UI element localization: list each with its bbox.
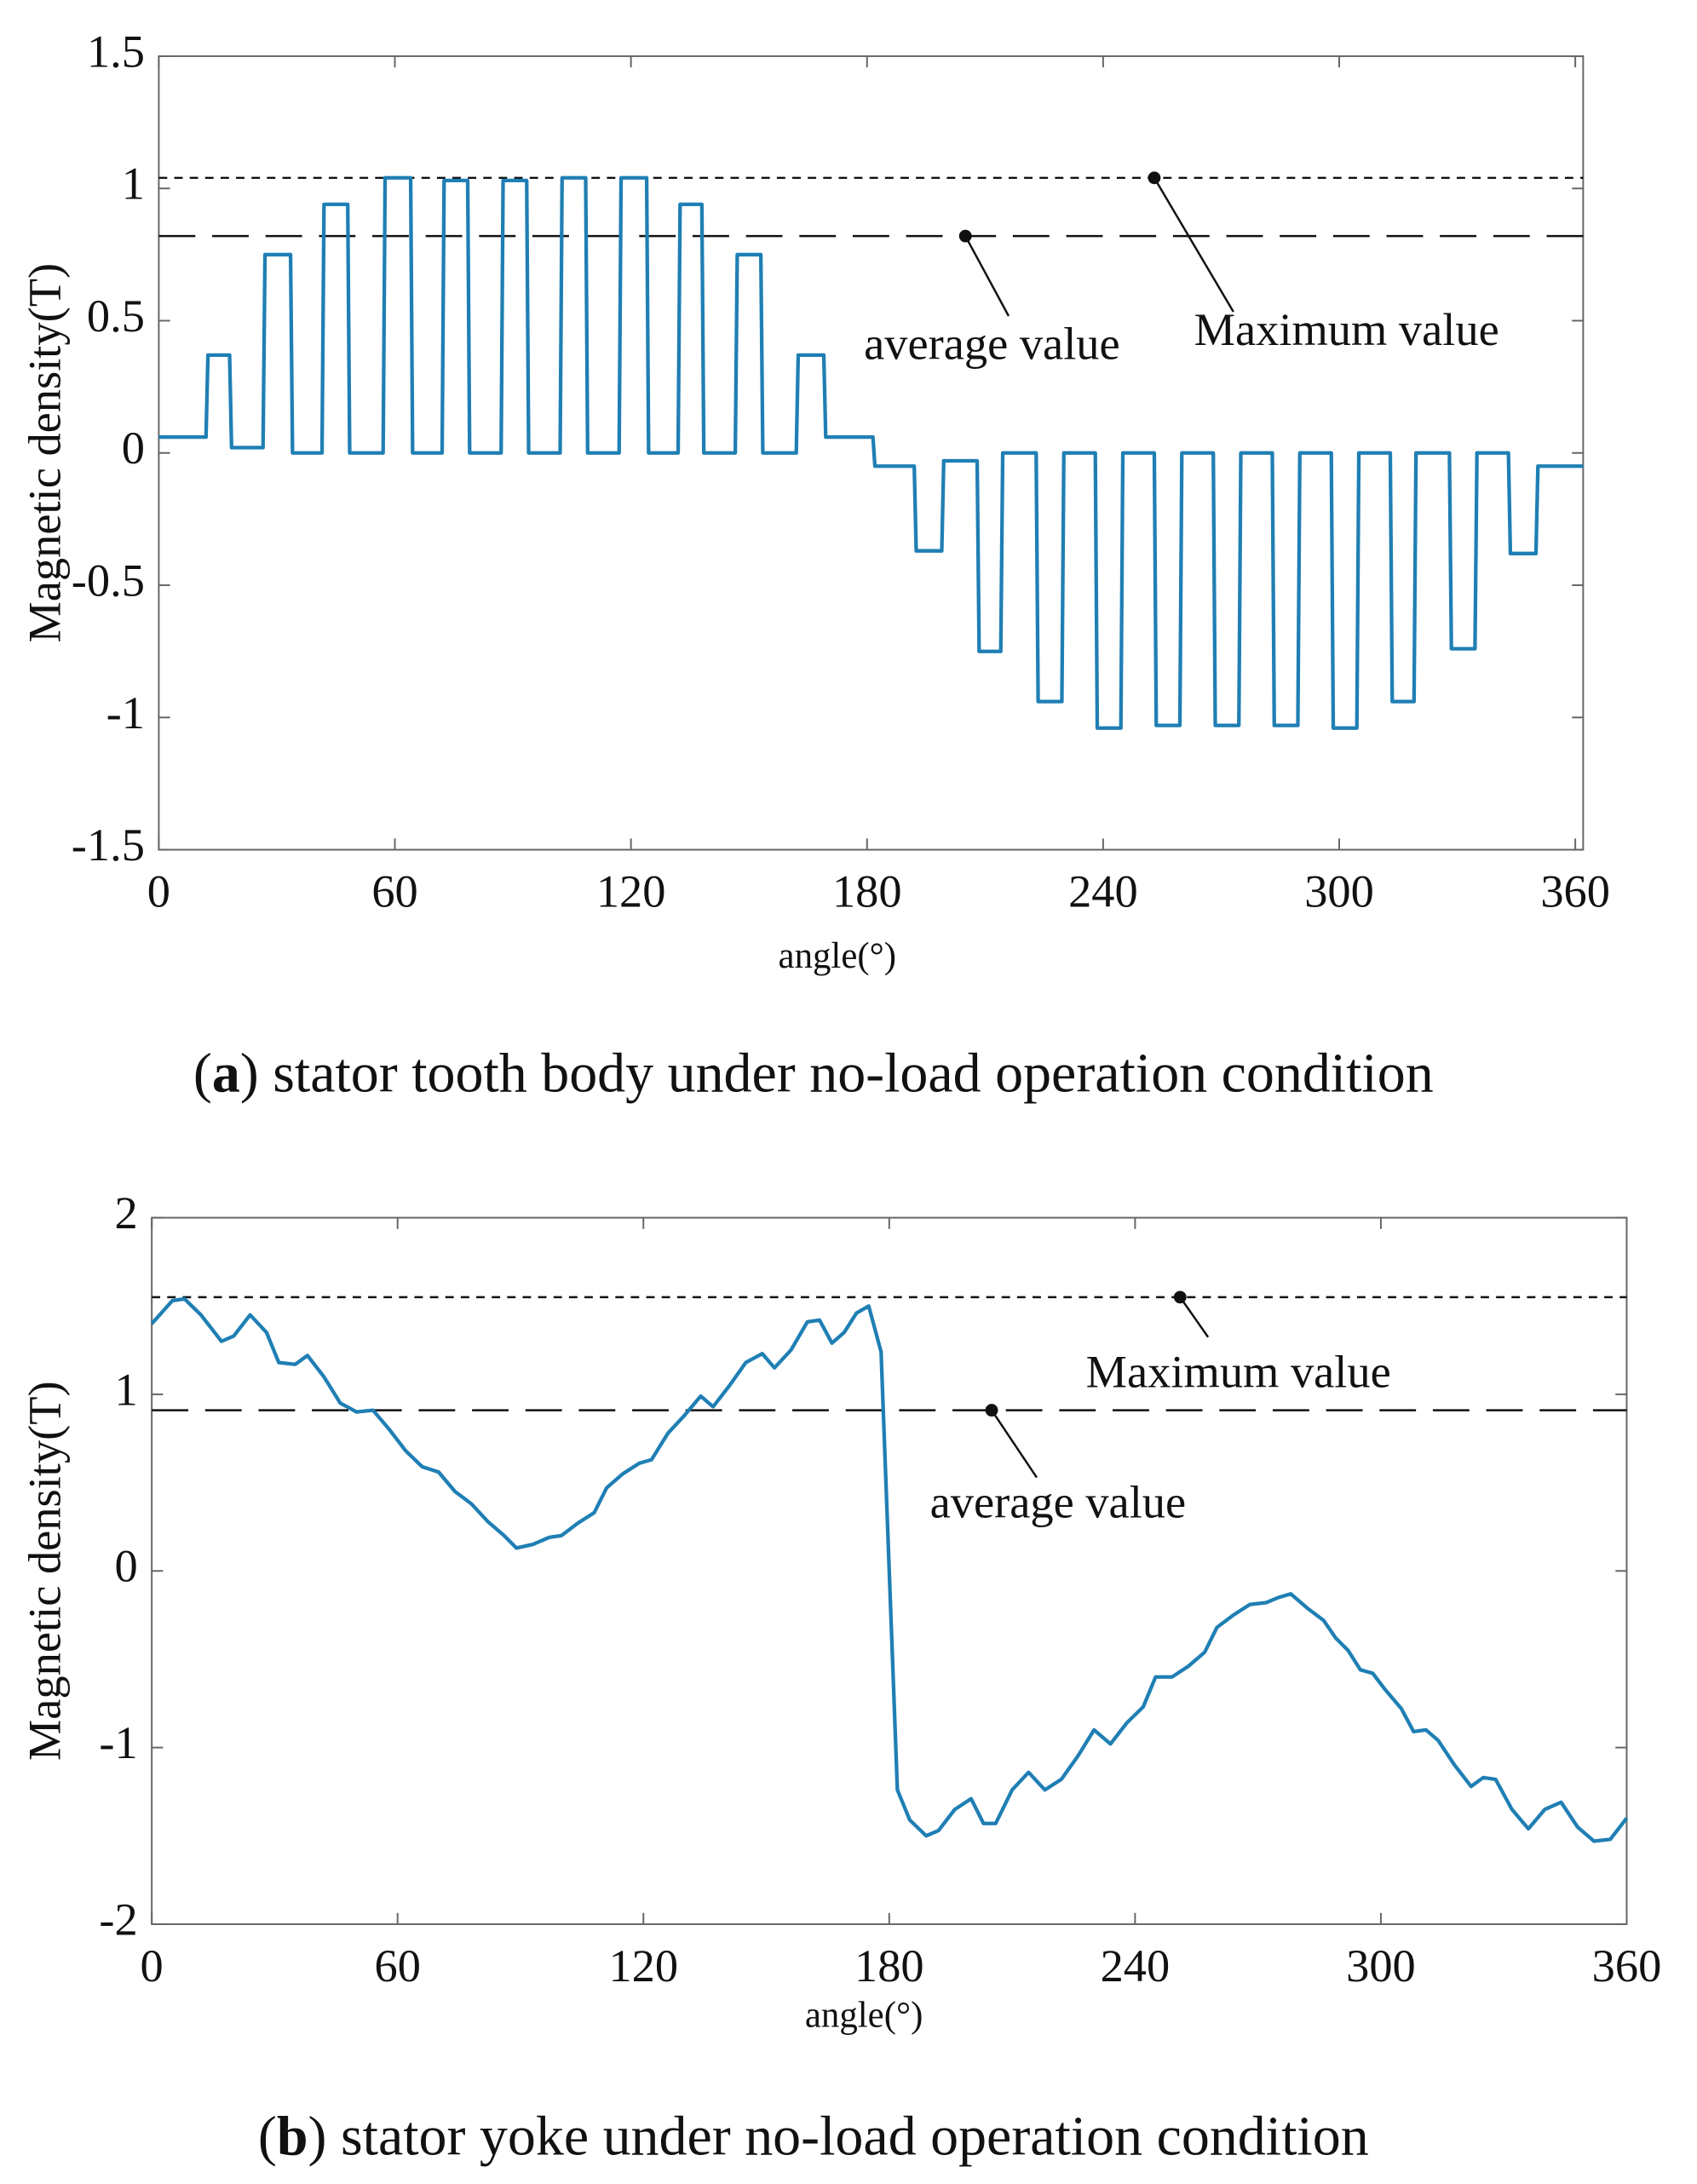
annotation-text: Maximum value bbox=[1194, 304, 1499, 355]
caption-part: ) stator tooth body under no-load operat… bbox=[240, 1042, 1434, 1104]
annotation-pointer bbox=[1153, 177, 1234, 313]
x-tick-label: 240 bbox=[1068, 865, 1138, 917]
data-line bbox=[158, 175, 1584, 730]
y-tick-label: -1 bbox=[99, 1717, 137, 1768]
x-axis-label: angle(°) bbox=[779, 936, 897, 976]
annotation-text: Maximum value bbox=[1086, 1346, 1391, 1397]
x-tick-label: 300 bbox=[1304, 865, 1374, 917]
x-tick-label: 0 bbox=[147, 865, 170, 917]
caption-part: ( bbox=[258, 2106, 277, 2168]
y-tick-label: -1 bbox=[106, 687, 145, 739]
y-axis-label: Magnetic density(T) bbox=[19, 263, 70, 643]
y-tick-label: -0.5 bbox=[72, 555, 145, 606]
x-tick-label: 240 bbox=[1101, 1940, 1171, 1991]
x-tick-label: 300 bbox=[1346, 1940, 1416, 1991]
data-line bbox=[150, 1296, 1629, 1843]
y-tick-label: 1 bbox=[122, 158, 145, 210]
x-tick-label: 0 bbox=[141, 1940, 164, 1991]
x-tick-label: 180 bbox=[832, 865, 902, 917]
annotation-text: average value bbox=[930, 1477, 1187, 1528]
annotation-text: average value bbox=[864, 318, 1120, 369]
annotation-pointer bbox=[964, 235, 1010, 317]
x-tick-label: 60 bbox=[371, 865, 417, 917]
caption-part: b bbox=[277, 2106, 308, 2168]
x-tick-label: 120 bbox=[596, 865, 666, 917]
x-tick-label: 360 bbox=[1540, 865, 1610, 917]
caption-part: ( bbox=[193, 1042, 212, 1104]
y-tick-label: 1 bbox=[114, 1364, 137, 1415]
caption: (a) stator tooth body under no-load oper… bbox=[193, 1042, 1434, 1104]
y-tick-label: -1.5 bbox=[72, 819, 145, 871]
x-tick-label: 120 bbox=[608, 1940, 678, 1991]
y-tick-label: 0.5 bbox=[87, 290, 145, 342]
y-tick-label: 2 bbox=[114, 1187, 137, 1239]
y-tick-label: 1.5 bbox=[87, 26, 145, 77]
caption: (b) stator yoke under no-load operation … bbox=[258, 2106, 1369, 2168]
x-axis-label: angle(°) bbox=[805, 1995, 923, 2035]
x-tick-label: 60 bbox=[375, 1940, 421, 1991]
x-tick-label: 360 bbox=[1592, 1940, 1662, 1991]
y-axis-label: Magnetic density(T) bbox=[19, 1381, 70, 1761]
annotation-pointer bbox=[1179, 1296, 1210, 1338]
caption-part: ) stator yoke under no-load operation co… bbox=[308, 2106, 1369, 2168]
caption-part: a bbox=[212, 1042, 240, 1104]
annotation-pointer bbox=[991, 1409, 1038, 1479]
y-tick-label: 0 bbox=[114, 1541, 137, 1592]
y-tick-label: -2 bbox=[99, 1894, 137, 1945]
x-tick-label: 180 bbox=[854, 1940, 924, 1991]
y-tick-label: 0 bbox=[122, 422, 145, 474]
